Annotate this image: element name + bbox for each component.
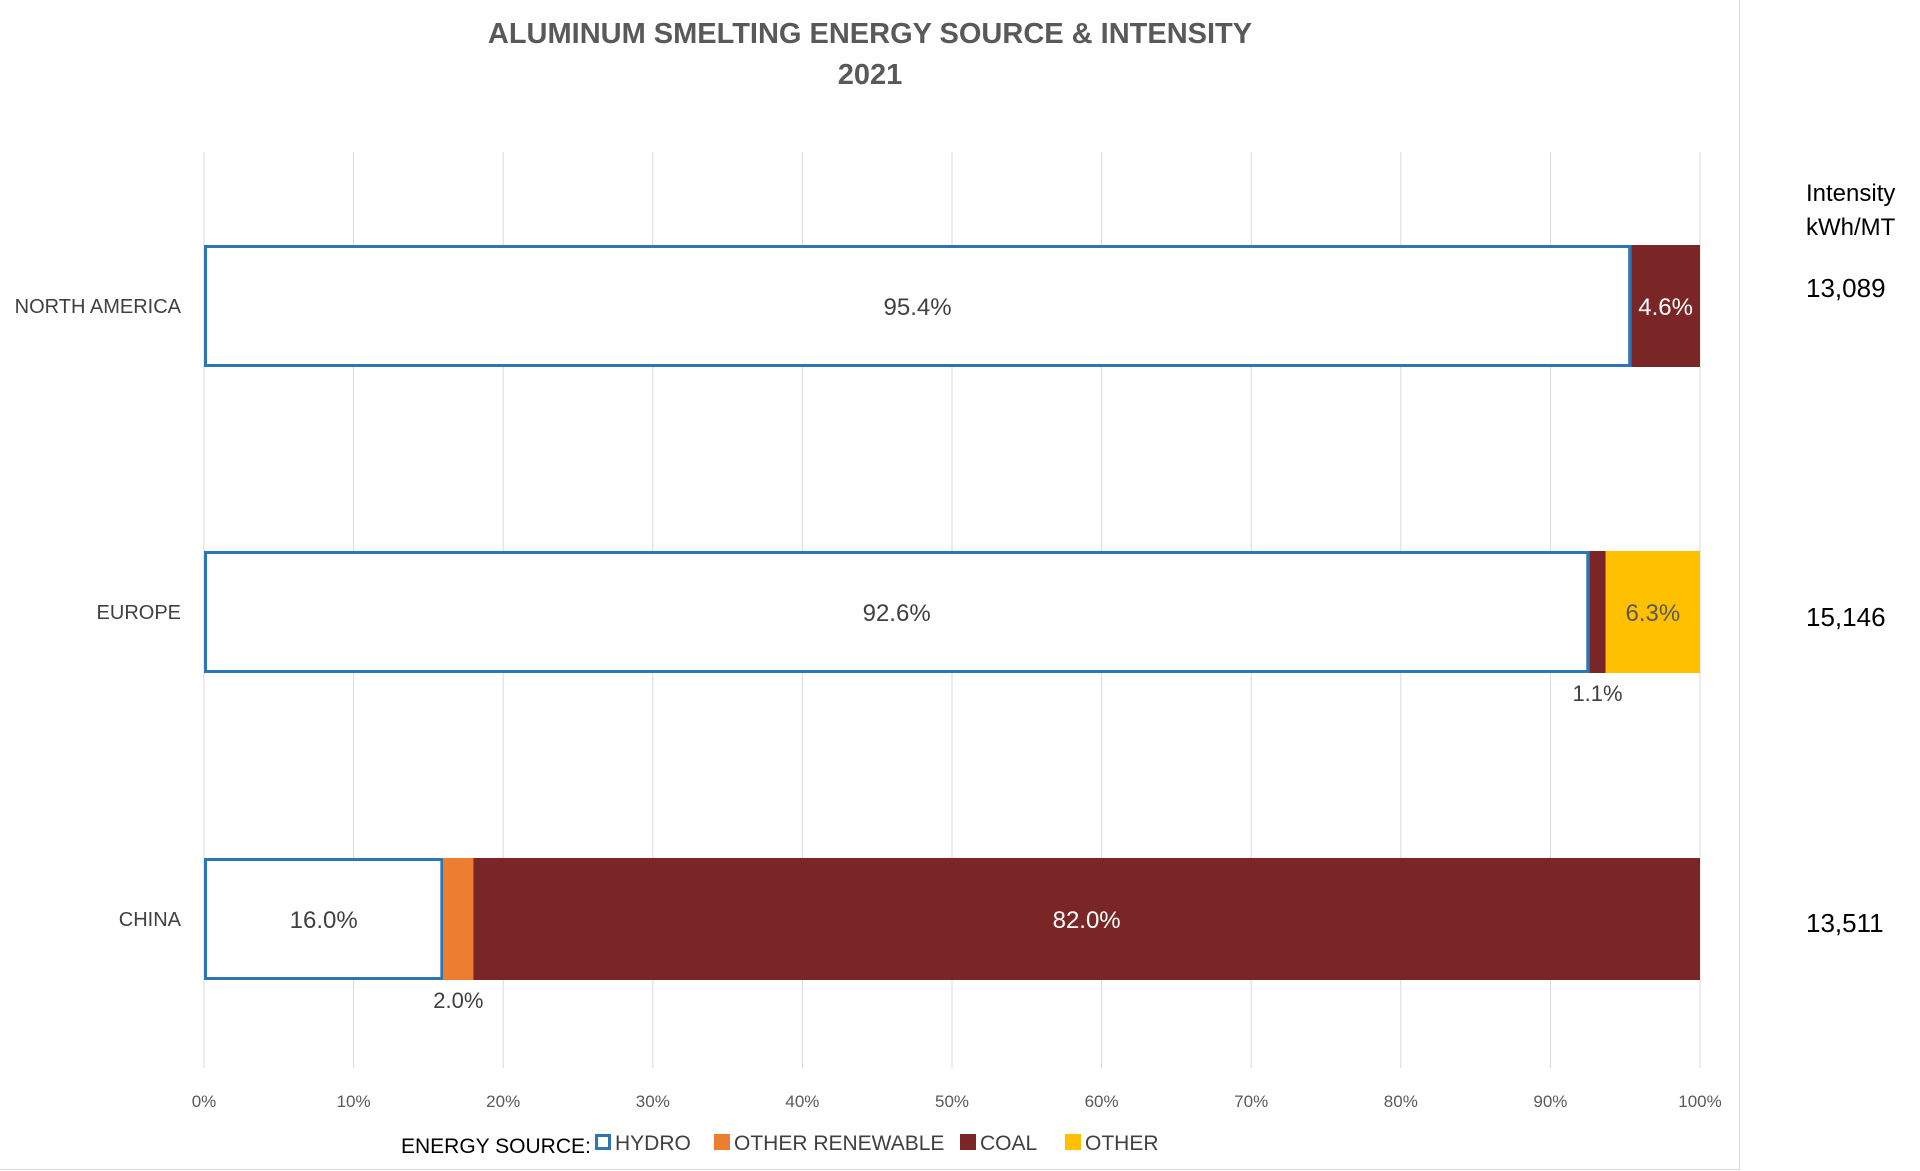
intensity-value: 15,146 [1806, 602, 1886, 632]
x-tick-label: 20% [486, 1092, 520, 1111]
bar-segment [443, 858, 474, 980]
bar-segment [204, 245, 1632, 367]
bar-segment [473, 858, 1700, 980]
x-tick-label: 30% [636, 1092, 670, 1111]
data-label: 82.0% [1053, 907, 1121, 934]
chart-frame [0, 0, 1740, 1170]
x-tick-label: 10% [337, 1092, 371, 1111]
bar-segment [204, 858, 444, 980]
x-tick-label: 90% [1533, 1092, 1567, 1111]
x-tick-label: 100% [1678, 1092, 1721, 1111]
legend-swatch [714, 1134, 730, 1150]
data-label: 92.6% [863, 600, 931, 627]
intensity-column: Intensity kWh/MT 13,089 15,146 13,511 [1806, 180, 1896, 938]
intensity-value: 13,089 [1806, 273, 1886, 303]
x-tick-labels: 0% 10% 20% 30% 40% 50% 60% 70% 80% 90% 100% [192, 1092, 1722, 1111]
data-labels: 95.4% 4.6% 92.6% 1.1% 6.3% 16.0% 2.0% 82.0% [290, 294, 1693, 1013]
data-label: 1.1% [1572, 681, 1622, 706]
data-label: 2.0% [433, 988, 483, 1013]
legend: ENERGY SOURCE: HYDRO OTHER RENEWABLE COAL O… [401, 1132, 1159, 1158]
category-labels: NORTH AMERICA EUROPE CHINA [15, 296, 182, 931]
data-label: 6.3% [1626, 600, 1681, 627]
legend-swatch [960, 1134, 976, 1150]
legend-swatch [1065, 1134, 1081, 1150]
legend-label: OTHER RENEWABLE [734, 1132, 944, 1155]
data-label: 16.0% [290, 907, 358, 934]
data-label: 4.6% [1638, 294, 1693, 321]
intensity-header-line1: Intensity [1806, 180, 1895, 207]
x-tick-label: 80% [1384, 1092, 1418, 1111]
intensity-value: 13,511 [1806, 908, 1884, 938]
x-tick-label: 70% [1234, 1092, 1268, 1111]
legend-label: COAL [980, 1132, 1037, 1155]
legend-title: ENERGY SOURCE: [401, 1135, 591, 1158]
legend-label: HYDRO [615, 1132, 691, 1155]
x-tick-label: 0% [192, 1092, 217, 1111]
bar-segment [204, 551, 1590, 673]
intensity-header-line2: kWh/MT [1806, 214, 1896, 241]
bar-segment [1589, 551, 1606, 673]
category-label: CHINA [119, 909, 182, 931]
category-label: NORTH AMERICA [15, 296, 182, 318]
x-tick-label: 50% [935, 1092, 969, 1111]
x-tick-label: 60% [1085, 1092, 1119, 1111]
data-label: 95.4% [884, 294, 952, 321]
bar-segment [1605, 551, 1700, 673]
bar-segment [1631, 245, 1700, 367]
category-label: EUROPE [97, 602, 181, 624]
bars [204, 245, 1700, 980]
legend-label: OTHER [1085, 1132, 1159, 1155]
x-tick-label: 40% [785, 1092, 819, 1111]
chart-subtitle: 2021 [838, 59, 903, 91]
chart-title: ALUMINUM SMELTING ENERGY SOURCE & INTENS… [488, 18, 1252, 50]
legend-swatch [595, 1134, 611, 1150]
